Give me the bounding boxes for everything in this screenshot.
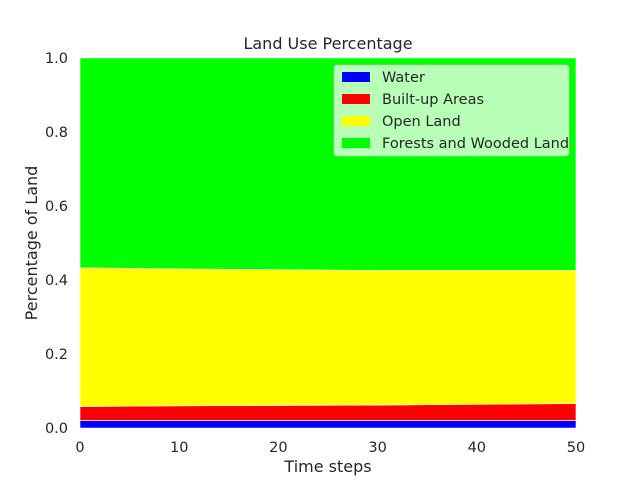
y-tick-label: 0.0 bbox=[45, 421, 68, 437]
y-tick-label: 0.4 bbox=[45, 273, 68, 289]
y-tick-label: 1.0 bbox=[45, 51, 68, 67]
x-axis-label: Time steps bbox=[283, 457, 371, 476]
legend: Water Built-up Areas Open Land Forests and … bbox=[333, 64, 570, 157]
legend-swatch bbox=[342, 116, 370, 126]
legend-swatch bbox=[342, 94, 370, 104]
y-tick-label: 0.2 bbox=[45, 347, 68, 363]
x-axis-ticks: 0 10 20 30 40 50 bbox=[75, 440, 585, 456]
x-tick-label: 50 bbox=[567, 440, 585, 456]
x-tick-label: 20 bbox=[269, 440, 287, 456]
chart-title: Land Use Percentage bbox=[243, 34, 412, 53]
area-open-land bbox=[79, 267, 577, 407]
legend-label: Built-up Areas bbox=[382, 92, 484, 108]
area-water bbox=[79, 420, 577, 429]
legend-label: Open Land bbox=[382, 114, 461, 130]
legend-label: Water bbox=[382, 70, 425, 86]
y-axis-label: Percentage of Land bbox=[22, 166, 41, 321]
legend-swatch bbox=[342, 72, 370, 82]
x-tick-label: 0 bbox=[75, 440, 84, 456]
legend-label: Forests and Wooded Land bbox=[382, 136, 569, 152]
x-tick-label: 10 bbox=[170, 440, 188, 456]
y-tick-label: 0.6 bbox=[45, 199, 68, 215]
legend-box bbox=[333, 64, 570, 157]
x-tick-label: 30 bbox=[368, 440, 386, 456]
y-tick-label: 0.8 bbox=[45, 125, 68, 141]
legend-swatch bbox=[342, 138, 370, 148]
x-tick-label: 40 bbox=[468, 440, 486, 456]
y-axis-ticks: 0.0 0.2 0.4 0.6 0.8 1.0 bbox=[45, 51, 68, 437]
